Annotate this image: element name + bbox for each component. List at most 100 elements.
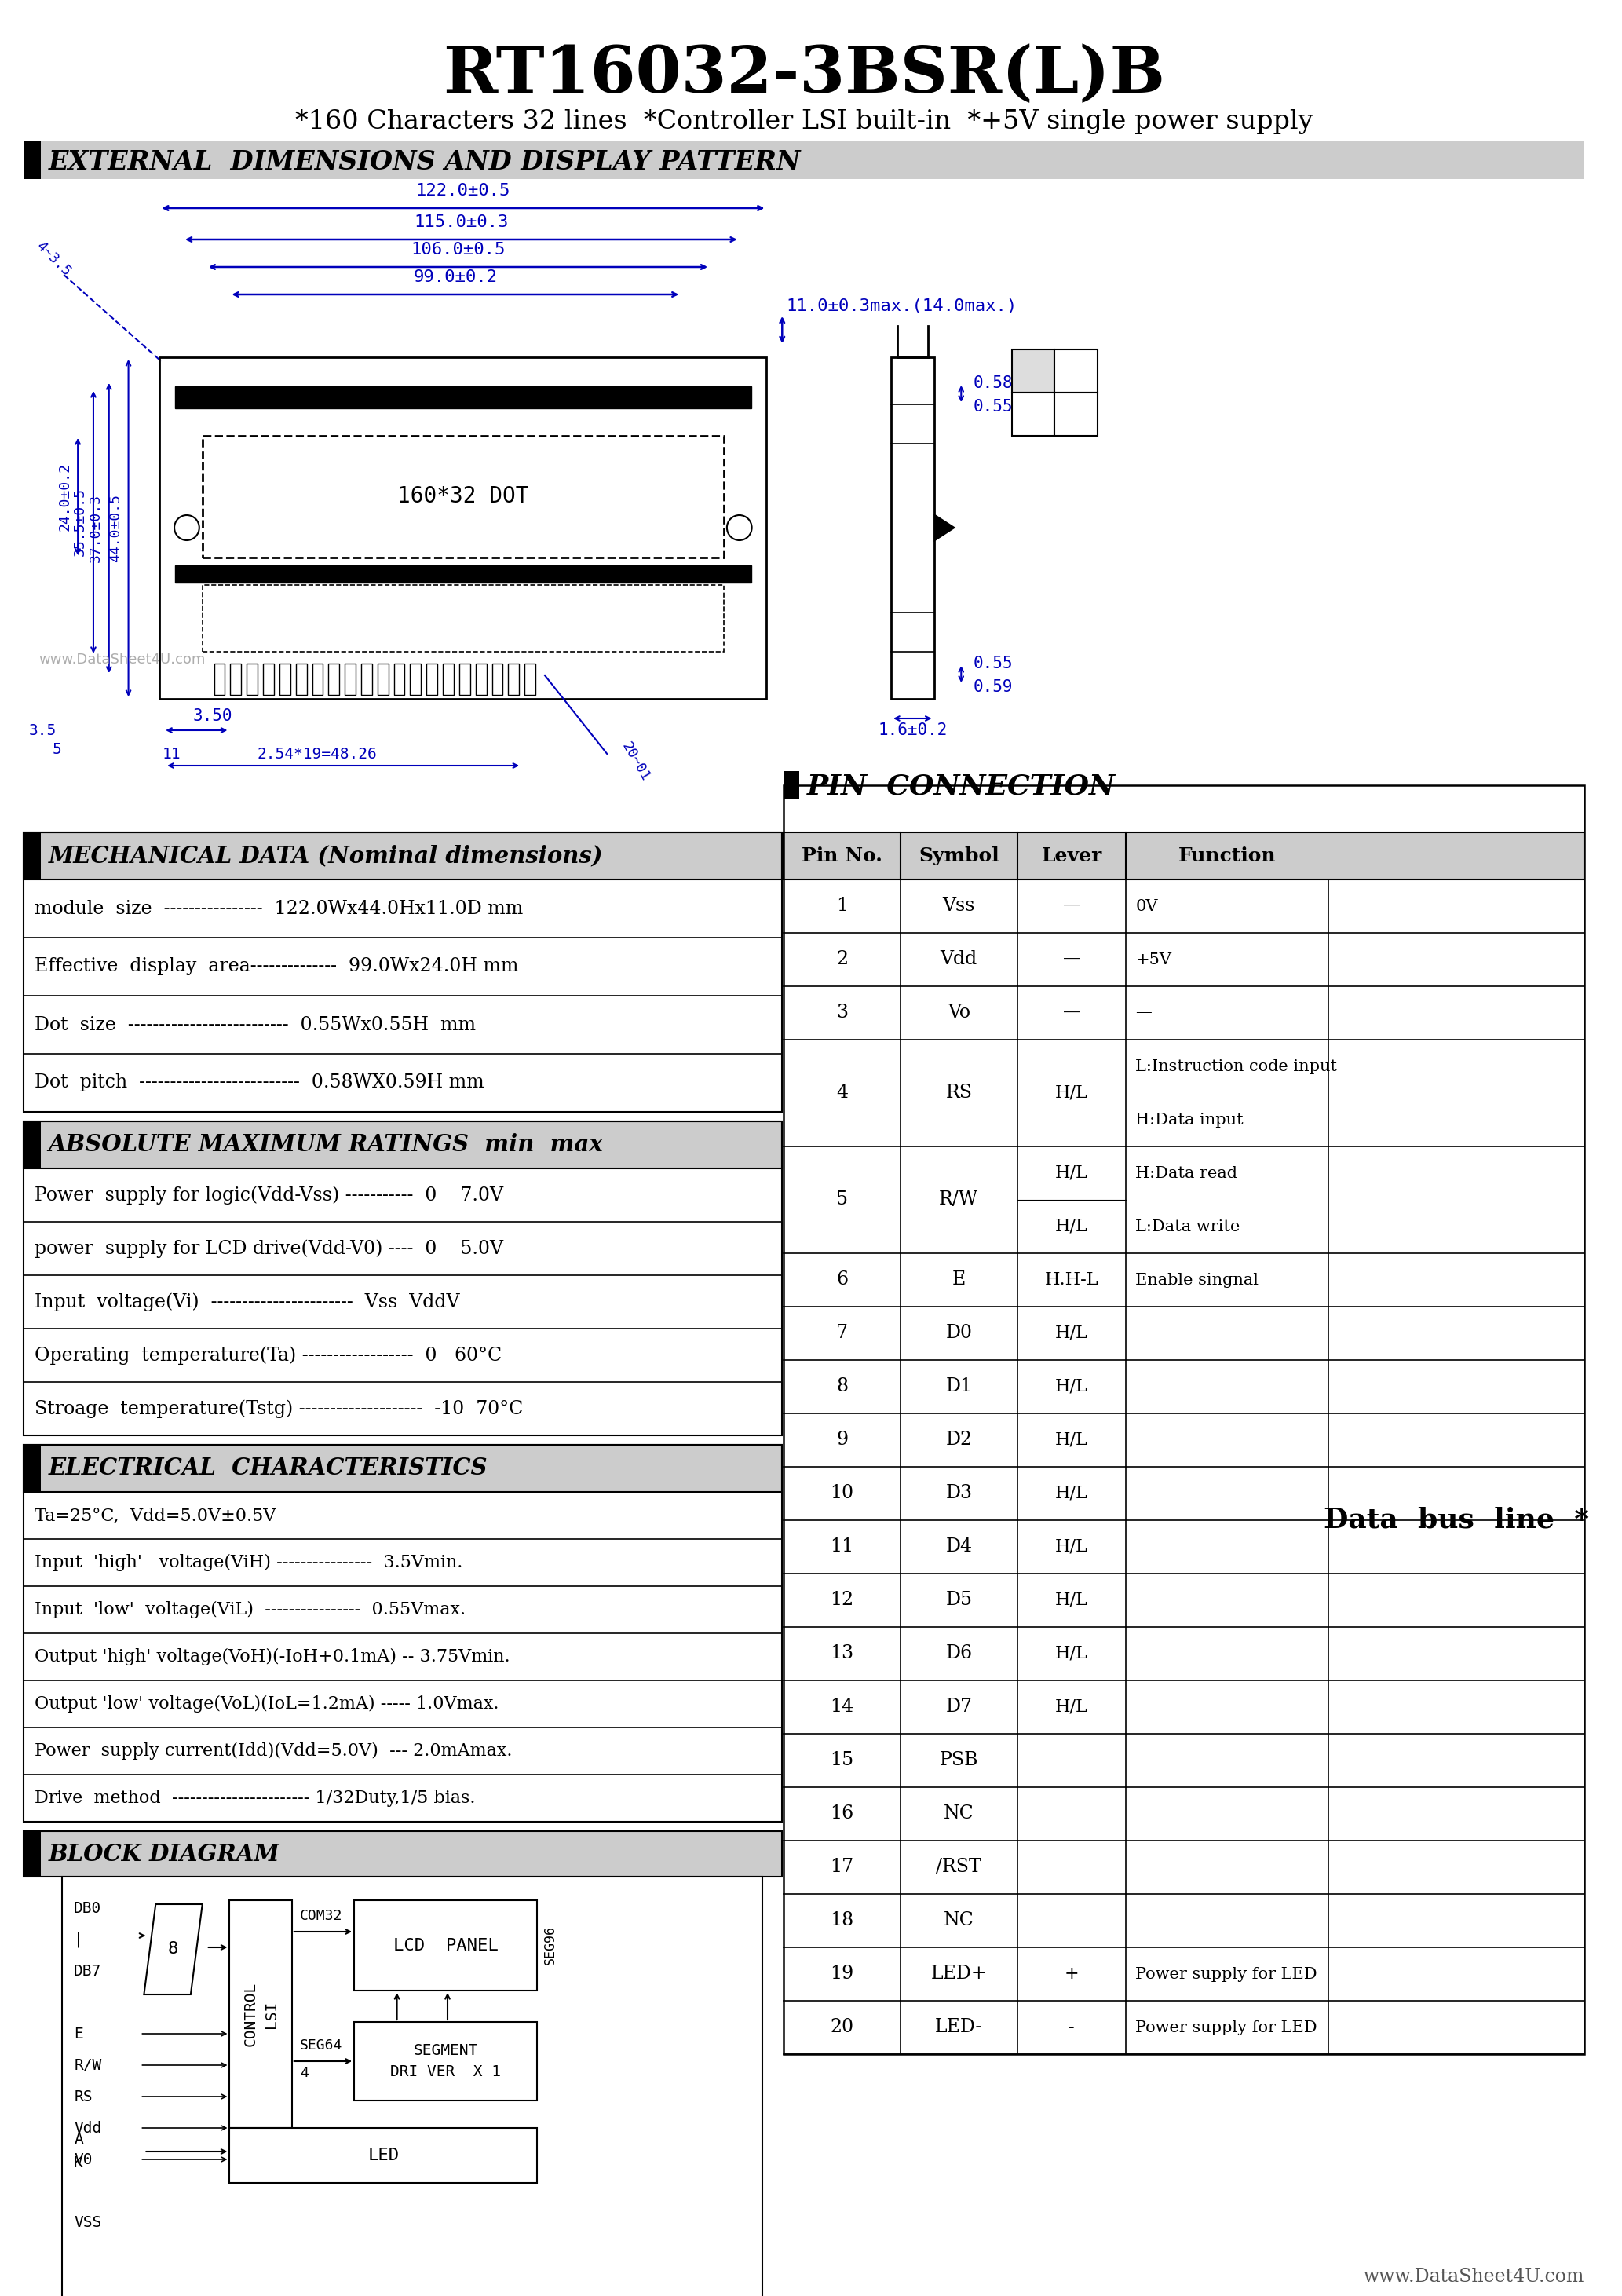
Text: 5: 5 [837,1192,848,1210]
Text: 12: 12 [830,1591,853,1609]
Text: LED-: LED- [936,2018,983,2037]
Text: *160 Characters 32 lines  *Controller LSI built-in  *+5V single power supply: *160 Characters 32 lines *Controller LSI… [295,110,1312,133]
Text: R/W: R/W [939,1192,978,1210]
Text: H:Data input: H:Data input [1135,1111,1244,1127]
Text: www.DataSheet4U.com: www.DataSheet4U.com [1364,2268,1585,2287]
Text: Vss: Vss [942,898,975,916]
Text: Ta=25°C,  Vdd=5.0V±0.5V: Ta=25°C, Vdd=5.0V±0.5V [34,1506,276,1525]
Bar [279,664,290,696]
Text: 7: 7 [837,1325,848,1343]
Bar [230,2128,537,2183]
Text: Vo: Vo [947,1003,970,1022]
Bar [23,1120,782,1435]
Bar [524,664,535,696]
Bar [890,358,934,698]
Bar [354,2023,537,2101]
Text: Output 'low' voltage(VoL)(IoL=1.2mA) ----- 1.0Vmax.: Output 'low' voltage(VoL)(IoL=1.2mA) ---… [34,1694,498,1713]
Text: 17: 17 [830,1857,853,1876]
Text: www.DataSheet4U.com: www.DataSheet4U.com [39,652,206,666]
Text: Drive  method  ----------------------- 1/32Duty,1/5 bias.: Drive method ----------------------- 1/3… [34,1789,475,1807]
Text: 2: 2 [837,951,848,969]
Bar [23,1444,782,1492]
Bar [247,664,258,696]
Text: E: E [75,2027,83,2041]
Text: 4~3.5: 4~3.5 [32,239,73,280]
Text: Stroage  temperature(Tstg) --------------------  -10  70°C: Stroage temperature(Tstg) --------------… [34,1401,522,1419]
Bar [230,664,242,696]
Text: 106.0±0.5: 106.0±0.5 [410,241,506,257]
Text: 3: 3 [837,1003,848,1022]
Bar [362,664,371,696]
Bar [23,1832,782,1876]
Text: 8: 8 [837,1378,848,1396]
Bar [175,565,751,583]
Bar [23,1120,41,1169]
Text: 15: 15 [830,1752,853,1770]
Text: 3.5: 3.5 [29,723,57,737]
Bar [1054,349,1098,393]
Text: E: E [952,1272,965,1288]
Text: /RST: /RST [936,1857,981,1876]
Text: DB0: DB0 [75,1901,102,1915]
Text: 0.55: 0.55 [973,400,1012,416]
Text: L:Data write: L:Data write [1135,1219,1241,1233]
Bar [311,664,323,696]
Text: H:Data read: H:Data read [1135,1166,1238,1180]
Text: |: | [75,1931,83,1947]
Text: 1.6±0.2: 1.6±0.2 [878,723,947,737]
Text: +5V: +5V [1135,953,1171,967]
Bar [1012,349,1054,393]
Text: —: — [1062,898,1080,914]
Bar [23,142,1585,179]
Text: V0: V0 [75,2151,92,2167]
Text: K: K [75,2156,83,2170]
Text: A: A [75,2133,83,2147]
Text: 6: 6 [837,1272,848,1288]
Text: +: + [1064,1965,1079,1984]
Text: D4: D4 [946,1538,972,1557]
Text: NC: NC [944,1805,975,1823]
Text: —: — [1062,1003,1080,1022]
Text: Dot  pitch  --------------------------  0.58WX0.59H mm: Dot pitch -------------------------- 0.5… [34,1075,483,1093]
Text: H/L: H/L [1056,1164,1088,1182]
Bar [62,1876,762,2296]
Text: Input  'low'  voltage(ViL)  ----------------  0.55Vmax.: Input 'low' voltage(ViL) ---------------… [34,1600,466,1619]
Text: 3.50: 3.50 [193,707,232,723]
Text: CONTROL
LSI: CONTROL LSI [243,1981,279,2046]
Text: 5: 5 [52,742,62,758]
Text: H/L: H/L [1056,1217,1088,1235]
Circle shape [174,514,200,540]
Text: Power  supply for logic(Vdd-Vss) -----------  0    7.0V: Power supply for logic(Vdd-Vss) --------… [34,1185,503,1205]
Text: D0: D0 [946,1325,972,1343]
Text: H.H-L: H.H-L [1045,1272,1098,1288]
Text: SEG96: SEG96 [543,1926,558,1965]
Text: Power  supply current(Idd)(Vdd=5.0V)  --- 2.0mAmax.: Power supply current(Idd)(Vdd=5.0V) --- … [34,1743,513,1759]
Bar [508,664,519,696]
Text: Power supply for LED: Power supply for LED [1135,2020,1317,2034]
Text: 99.0±0.2: 99.0±0.2 [414,269,498,285]
Text: H/L: H/L [1056,1325,1088,1341]
Text: Pin No.: Pin No. [801,847,882,866]
Bar [345,664,355,696]
Text: Effective  display  area--------------  99.0Wx24.0H mm: Effective display area-------------- 99.… [34,957,517,976]
Text: H/L: H/L [1056,1084,1088,1102]
Text: 11.0±0.3max.(14.0max.): 11.0±0.3max.(14.0max.) [787,298,1017,315]
Bar [394,664,406,696]
Bar [354,1901,537,1991]
Text: power  supply for LCD drive(Vdd-V0) ----  0    5.0V: power supply for LCD drive(Vdd-V0) ---- … [34,1240,503,1258]
Text: 18: 18 [830,1913,853,1929]
Bar [23,1444,41,1492]
Bar [410,664,422,696]
Text: Dot  size  --------------------------  0.55Wx0.55H  mm: Dot size -------------------------- 0.55… [34,1015,475,1033]
Bar [175,386,751,409]
Bar [203,436,723,558]
Text: COM32: COM32 [300,1908,342,1924]
Text: PIN  CONNECTION: PIN CONNECTION [808,774,1116,799]
Text: D1: D1 [946,1378,972,1396]
Text: 122.0±0.5: 122.0±0.5 [415,184,511,200]
Text: ELECTRICAL  CHARACTERISTICS: ELECTRICAL CHARACTERISTICS [49,1458,488,1479]
Text: Input  'high'   voltage(ViH) ----------------  3.5Vmin.: Input 'high' voltage(ViH) --------------… [34,1554,462,1570]
Text: RS: RS [946,1084,972,1102]
Text: -: - [1069,2018,1075,2037]
Text: 4: 4 [300,2066,308,2080]
